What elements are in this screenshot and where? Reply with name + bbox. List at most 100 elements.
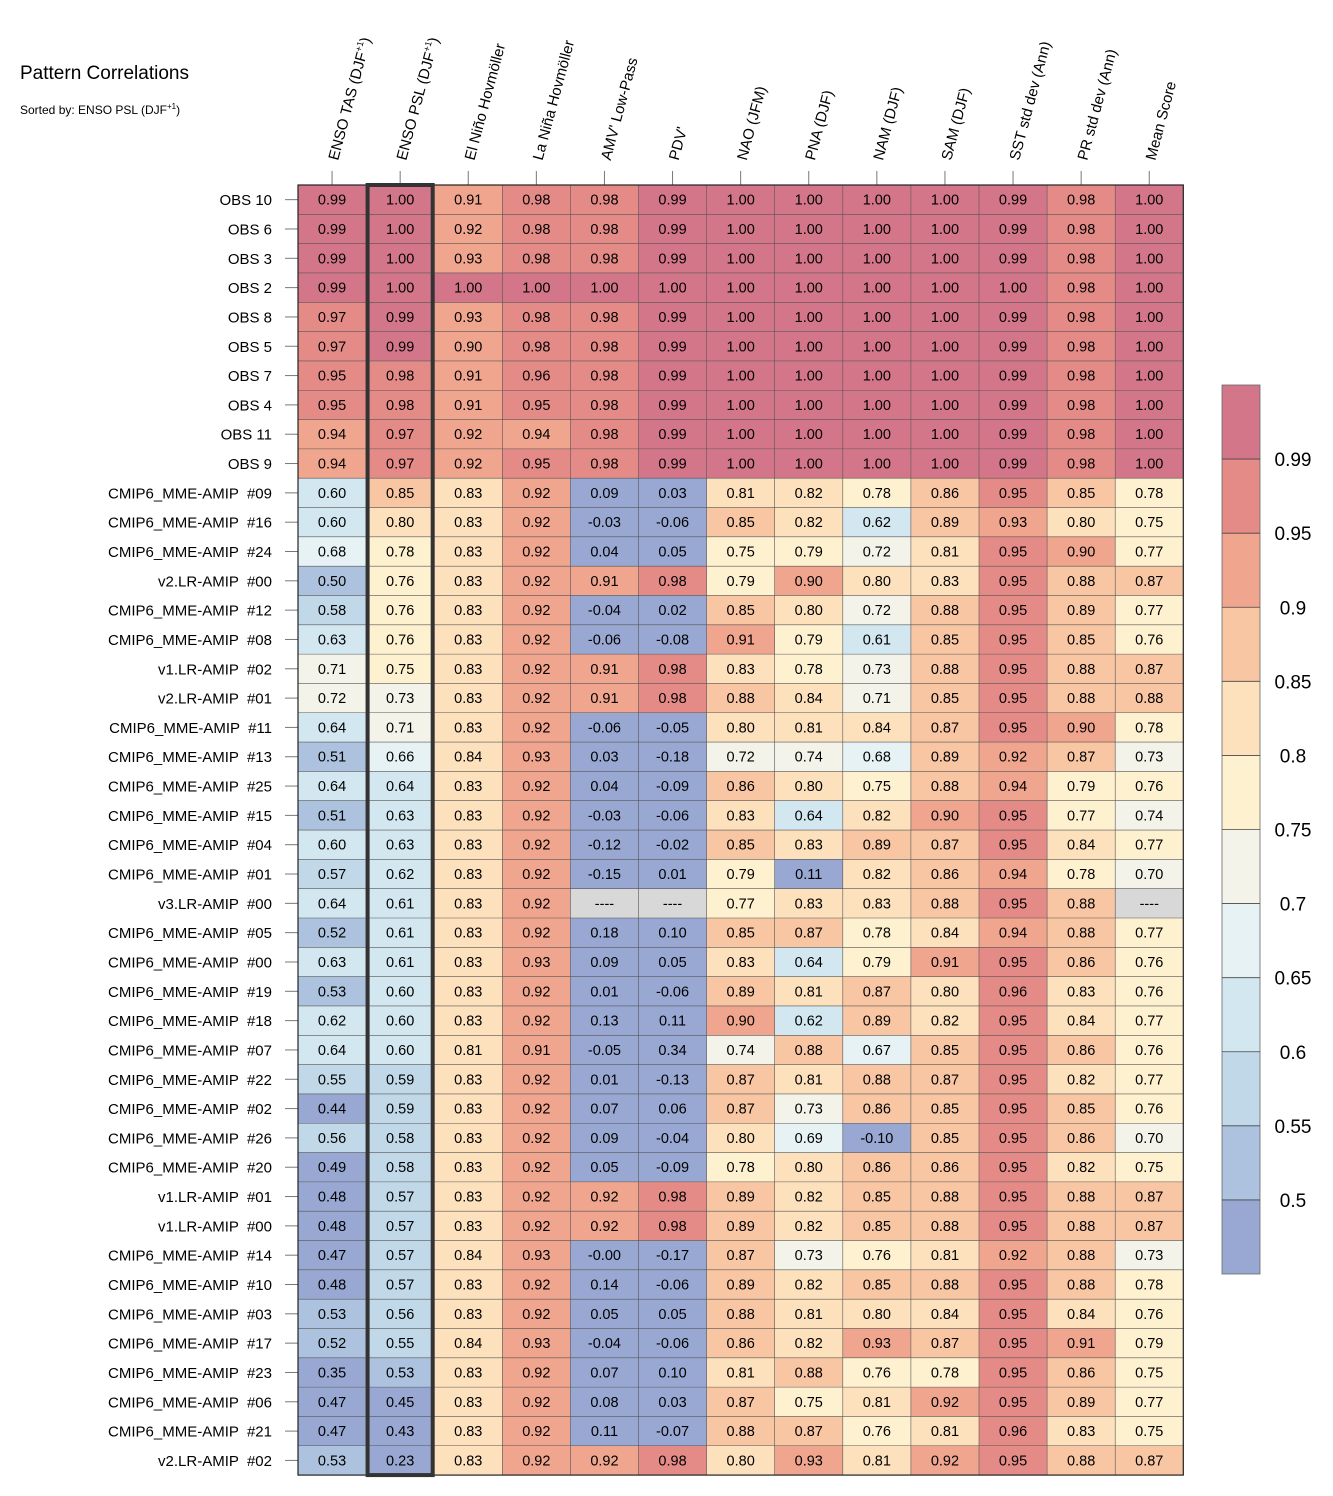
row-label: CMIP6_MME-AMIP #06 (108, 1394, 272, 1411)
cell-value-r5-c5: 0.99 (658, 339, 686, 355)
cell-value-r12-c9: 0.81 (931, 545, 959, 561)
colorbar-tick-label: 0.5 (1280, 1191, 1306, 1212)
cell-value-r19-c11: 0.87 (1067, 750, 1095, 766)
cell-r36-c8 (842, 1240, 911, 1270)
cell-r23-c5 (638, 859, 707, 889)
cell-r40-c6 (706, 1357, 775, 1388)
cell-r6-c10 (979, 360, 1048, 391)
cell-r28-c12 (1115, 1005, 1184, 1036)
cell-value-r37-c0: 0.48 (318, 1278, 346, 1294)
cell-value-r5-c8: 1.00 (863, 339, 891, 355)
cell-value-r25-c5: 0.10 (658, 926, 686, 942)
cell-value-r38-c2: 0.83 (454, 1307, 482, 1323)
cell-r31-c1 (366, 1093, 435, 1124)
cell-value-r32-c4: 0.09 (590, 1131, 618, 1147)
cell-r30-c3 (502, 1064, 571, 1094)
cell-r0-c2 (434, 185, 503, 215)
cell-r17-c0 (298, 683, 367, 713)
cell-value-r10-c4: 0.09 (590, 486, 618, 502)
cell-r29-c0 (298, 1035, 367, 1065)
cell-r41-c1 (366, 1387, 435, 1417)
cell-r12-c10 (979, 536, 1048, 567)
cell-r16-c10 (979, 654, 1048, 684)
cell-r1-c9 (910, 214, 979, 244)
cell-value-r20-c0: 0.64 (318, 779, 346, 795)
colorbar-bin (1222, 755, 1260, 830)
row-label: v2.LR-AMIP #01 (158, 691, 272, 708)
colorbar-tick-label: 0.9 (1280, 598, 1306, 619)
row-label: v3.LR-AMIP #00 (158, 896, 272, 913)
colorbar-tick-label: 0.55 (1275, 1117, 1312, 1138)
cell-r18-c11 (1047, 712, 1116, 743)
cell-r34-c8 (842, 1181, 911, 1212)
colorbar-bin (1222, 385, 1260, 460)
cell-r13-c2 (434, 566, 503, 596)
cell-value-r20-c8: 0.75 (863, 779, 891, 795)
cell-value-r1-c9: 1.00 (931, 222, 959, 238)
cell-value-r23-c6: 0.79 (727, 867, 755, 883)
cell-r16-c3 (502, 654, 571, 684)
cell-r18-c10 (979, 712, 1048, 743)
cell-value-r14-c5: 0.02 (658, 603, 686, 619)
cell-r3-c2 (434, 272, 503, 303)
cell-value-r0-c10: 0.99 (999, 193, 1027, 209)
cell-r10-c5 (638, 478, 707, 508)
cell-r15-c1 (366, 624, 435, 655)
cell-r5-c4 (570, 331, 639, 361)
cell-value-r8-c6: 1.00 (727, 427, 755, 443)
cell-value-r27-c10: 0.96 (999, 984, 1027, 1000)
cell-r36-c11 (1047, 1240, 1116, 1270)
cell-value-r10-c3: 0.92 (522, 486, 550, 502)
cell-r5-c8 (842, 331, 911, 361)
cell-r7-c0 (298, 390, 367, 420)
cell-r9-c3 (502, 448, 571, 479)
cell-value-r35-c4: 0.92 (590, 1219, 618, 1235)
cell-value-r37-c8: 0.85 (863, 1278, 891, 1294)
cell-r4-c1 (366, 302, 435, 332)
cell-r13-c5 (638, 566, 707, 596)
cell-r20-c6 (706, 771, 775, 801)
cell-value-r23-c3: 0.92 (522, 867, 550, 883)
cell-r11-c1 (366, 507, 435, 537)
cell-value-r22-c5: -0.02 (656, 838, 689, 854)
cell-r35-c9 (910, 1211, 979, 1241)
cell-value-r9-c11: 0.98 (1067, 457, 1095, 473)
cell-value-r35-c10: 0.95 (999, 1219, 1027, 1235)
cell-value-r25-c0: 0.52 (318, 926, 346, 942)
cell-value-r17-c5: 0.98 (658, 691, 686, 707)
cell-value-r40-c6: 0.81 (727, 1365, 755, 1381)
colorbar-tick-label: 0.85 (1275, 672, 1312, 693)
cell-r27-c3 (502, 976, 571, 1006)
cell-value-r30-c5: -0.13 (656, 1072, 689, 1088)
cell-r2-c1 (366, 243, 435, 273)
cell-value-r38-c1: 0.56 (386, 1307, 414, 1323)
cell-r10-c6 (706, 478, 775, 508)
cell-r42-c7 (774, 1416, 843, 1446)
cell-r41-c2 (434, 1387, 503, 1417)
cell-r39-c8 (842, 1328, 911, 1358)
cell-value-r35-c6: 0.89 (727, 1219, 755, 1235)
cell-r2-c4 (570, 243, 639, 273)
cell-r6-c8 (842, 360, 911, 391)
cell-r21-c5 (638, 800, 707, 831)
cell-value-r38-c10: 0.95 (999, 1307, 1027, 1323)
row-label: CMIP6_MME-AMIP #12 (108, 603, 272, 620)
cell-r10-c10 (979, 478, 1048, 508)
cell-r3-c9 (910, 272, 979, 303)
cell-value-r18-c1: 0.71 (386, 720, 414, 736)
row-label: OBS 5 (228, 339, 272, 356)
cell-value-r7-c11: 0.98 (1067, 398, 1095, 414)
cell-r5-c6 (706, 331, 775, 361)
cell-value-r42-c9: 0.81 (931, 1424, 959, 1440)
cell-value-r29-c9: 0.85 (931, 1043, 959, 1059)
cell-r43-c3 (502, 1445, 571, 1476)
cell-value-r13-c6: 0.79 (727, 574, 755, 590)
cell-value-r11-c9: 0.89 (931, 515, 959, 531)
cell-value-r23-c5: 0.01 (658, 867, 686, 883)
cell-value-r38-c6: 0.88 (727, 1307, 755, 1323)
cell-value-r39-c3: 0.93 (522, 1336, 550, 1352)
cell-value-r31-c9: 0.85 (931, 1102, 959, 1118)
cell-value-r27-c3: 0.92 (522, 984, 550, 1000)
cell-r34-c6 (706, 1181, 775, 1212)
cell-r43-c11 (1047, 1445, 1116, 1476)
